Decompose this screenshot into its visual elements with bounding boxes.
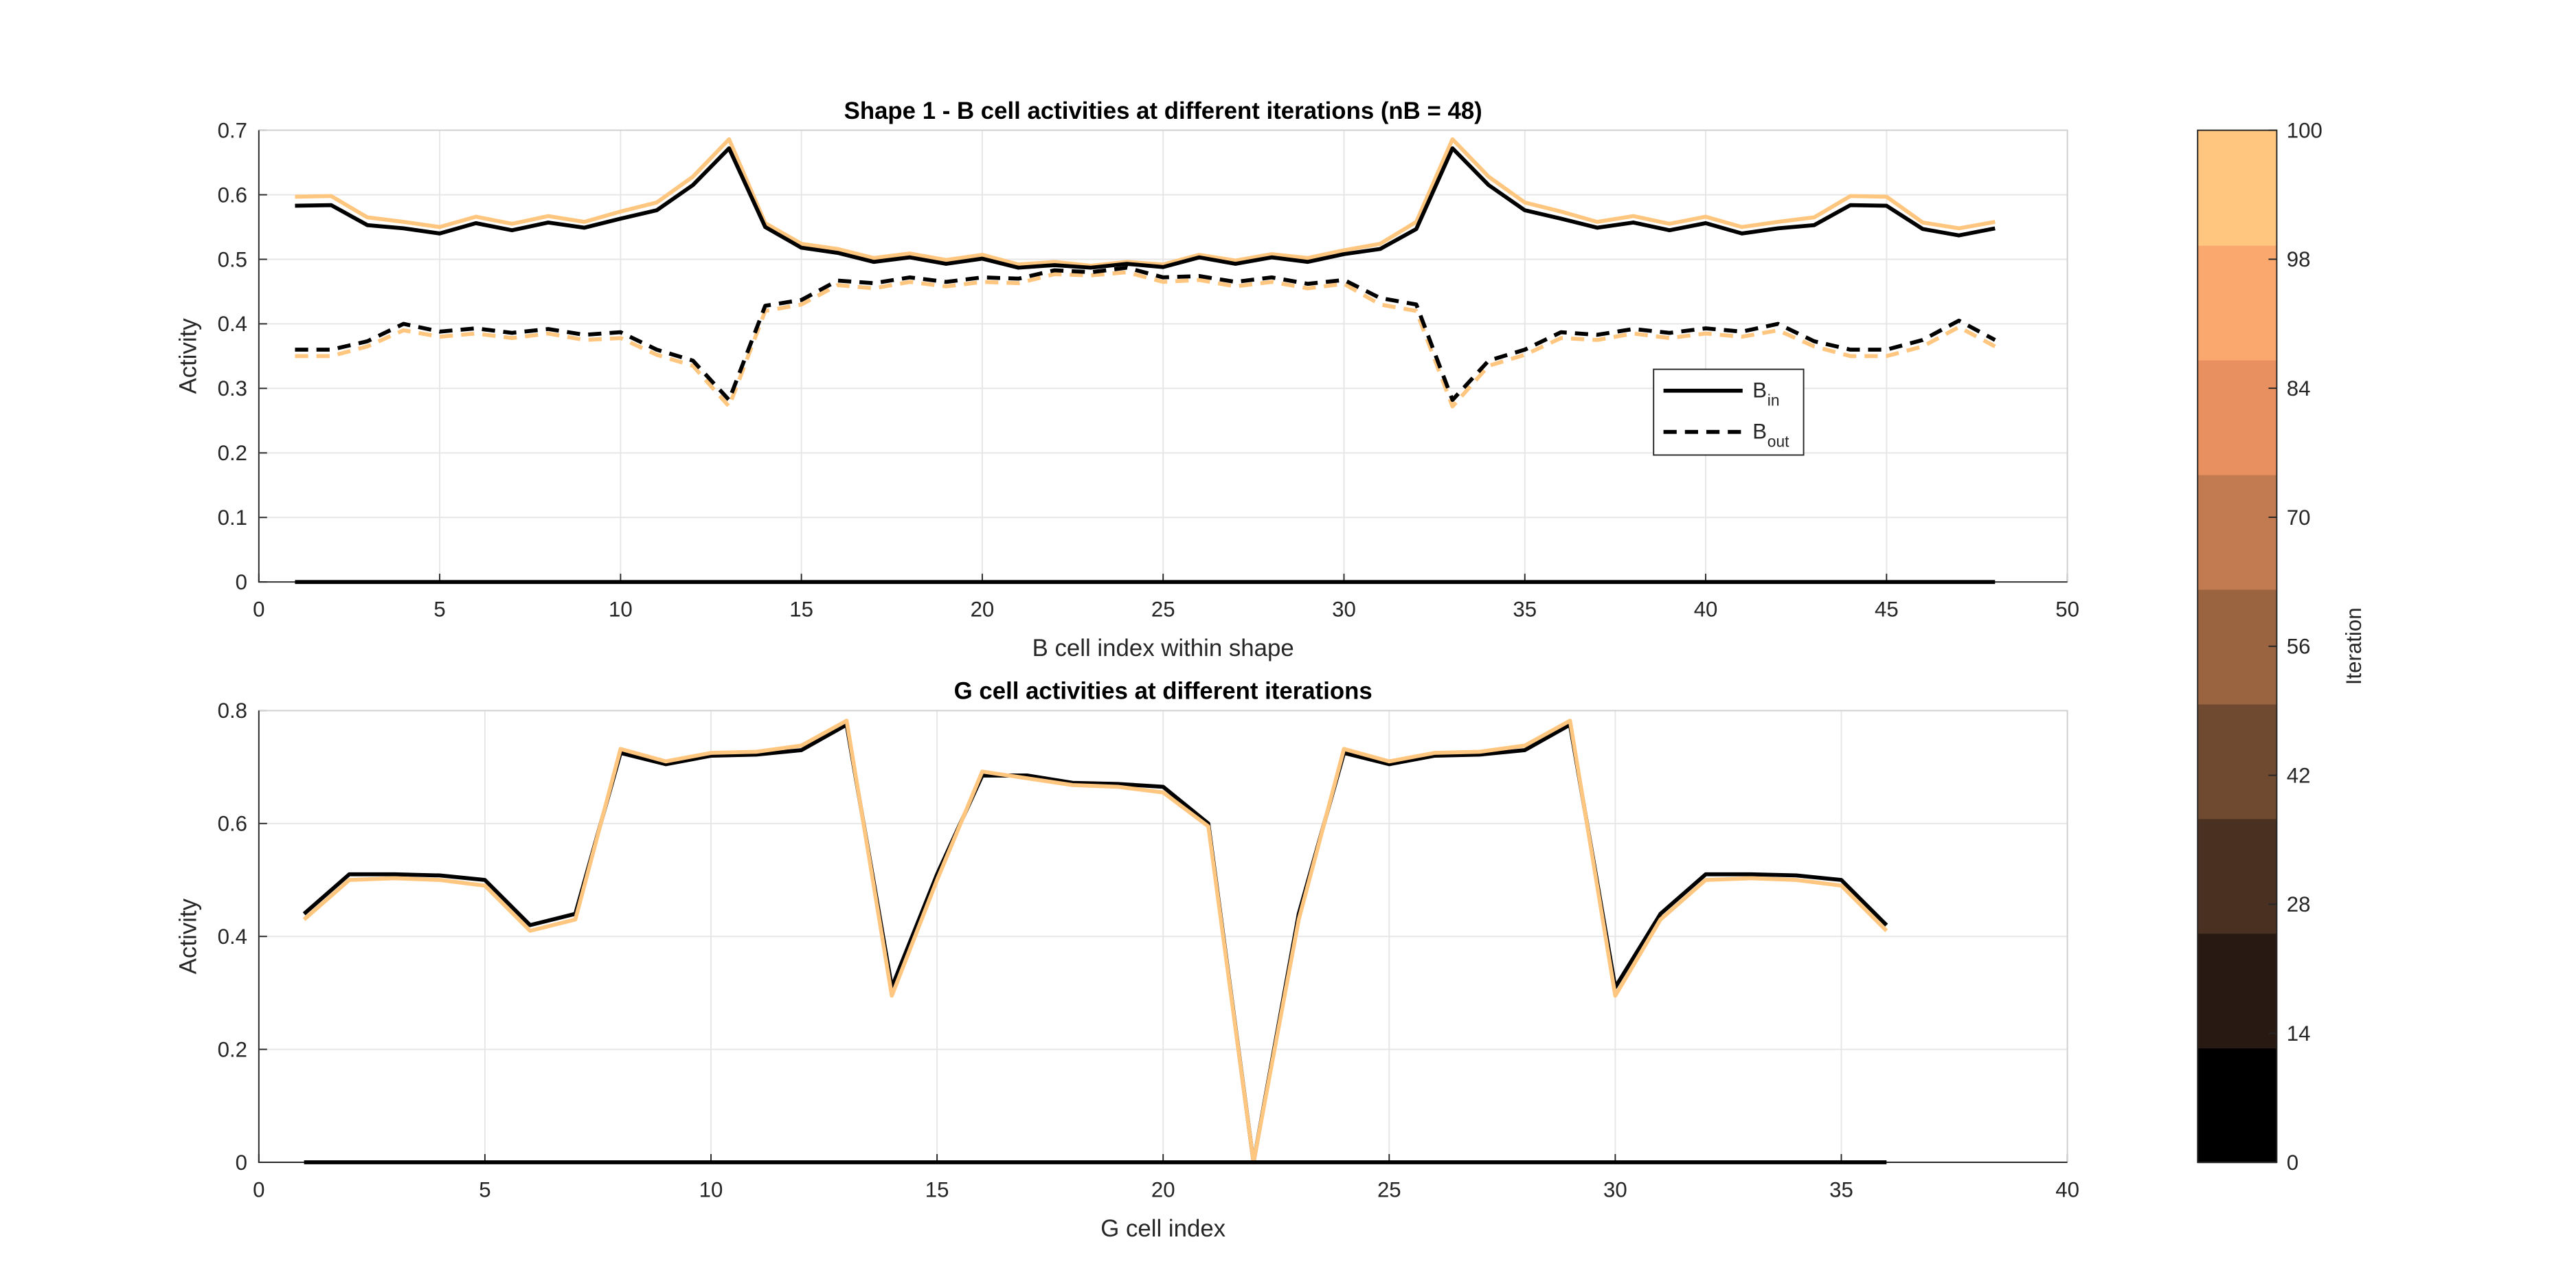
y-tick-label: 0.8	[218, 699, 247, 723]
series-line	[302, 723, 1888, 1164]
colorbar-band	[2197, 589, 2277, 705]
x-tick-label: 0	[253, 1177, 264, 1201]
colorbar-band	[2197, 703, 2277, 820]
y-tick-label: 0.1	[218, 506, 247, 530]
colorbar-tick-label: 84	[2287, 376, 2311, 400]
colorbar-tick-label: 70	[2287, 506, 2311, 530]
series-line	[295, 137, 1996, 268]
colorbar-band	[2197, 359, 2277, 475]
series-line	[302, 719, 1888, 1164]
x-tick-label: 35	[1829, 1177, 1853, 1201]
y-tick-label: 0.3	[218, 376, 247, 400]
x-tick-label: 15	[925, 1177, 949, 1201]
x-tick-label: 15	[789, 598, 813, 622]
x-tick-label: 30	[1603, 1177, 1627, 1201]
colorbar-band	[2197, 818, 2277, 934]
y-tick-label: 0.6	[218, 812, 247, 836]
y-tick-label: 0.7	[218, 118, 247, 142]
colorbar-tick-label: 0	[2287, 1151, 2298, 1175]
colorbar-tick-label: 42	[2287, 763, 2311, 787]
y-tick-label: 0.6	[218, 183, 247, 207]
x-axis-label: B cell index within shape	[1032, 635, 1294, 662]
colorbar-tick-label: 28	[2287, 892, 2311, 916]
colorbar-tick-label: 98	[2287, 247, 2311, 271]
legend-label: B	[1752, 419, 1767, 443]
y-tick-label: 0.4	[218, 312, 247, 336]
axes-frame	[258, 129, 2068, 583]
x-tick-label: 40	[2055, 1177, 2079, 1201]
x-tick-label: 45	[1875, 598, 1899, 622]
colorbar-tick-label: 100	[2287, 118, 2323, 142]
colorbar-band	[2197, 245, 2277, 361]
y-tick-label: 0.5	[218, 247, 247, 271]
y-axis-label: Activity	[175, 898, 202, 974]
y-tick-label: 0.2	[218, 1037, 247, 1061]
colorbar-tick-label: 14	[2287, 1021, 2311, 1046]
y-tick-label: 0	[236, 570, 247, 594]
x-tick-label: 10	[699, 1177, 723, 1201]
colorbar-tick-label: 56	[2287, 635, 2311, 659]
legend-subscript: in	[1767, 391, 1780, 409]
x-tick-label: 5	[433, 598, 445, 622]
colorbar-band	[2197, 1048, 2277, 1164]
x-tick-label: 50	[2055, 598, 2079, 622]
chart-title: Shape 1 - B cell activities at different…	[844, 98, 1482, 124]
x-tick-label: 25	[1151, 598, 1175, 622]
y-tick-label: 0.2	[218, 441, 247, 465]
x-tick-label: 35	[1513, 598, 1537, 622]
colorbar-band	[2197, 474, 2277, 590]
x-tick-label: 5	[479, 1177, 490, 1201]
x-tick-label: 30	[1332, 598, 1356, 622]
x-tick-label: 0	[253, 598, 264, 622]
x-tick-label: 20	[971, 598, 995, 622]
x-tick-label: 25	[1377, 1177, 1401, 1201]
legend-box	[1653, 368, 1805, 456]
legend-subscript: out	[1767, 432, 1789, 450]
y-tick-label: 0	[236, 1151, 247, 1175]
x-tick-label: 40	[1694, 598, 1718, 622]
colorbar-label: Iteration	[2342, 607, 2366, 685]
colorbar-band	[2197, 933, 2277, 1049]
x-tick-label: 10	[609, 598, 633, 622]
chart-title: G cell activities at different iteration…	[954, 678, 1372, 705]
legend-label: B	[1752, 378, 1767, 402]
axes-frame	[258, 710, 2068, 1162]
y-tick-label: 0.4	[218, 925, 247, 949]
x-tick-label: 20	[1151, 1177, 1175, 1201]
series-line	[295, 265, 1996, 403]
series-line	[295, 270, 1996, 409]
series-line	[295, 146, 1996, 270]
x-axis-label: G cell index	[1100, 1215, 1225, 1242]
colorbar-band	[2197, 130, 2277, 246]
y-axis-label: Activity	[175, 318, 202, 394]
